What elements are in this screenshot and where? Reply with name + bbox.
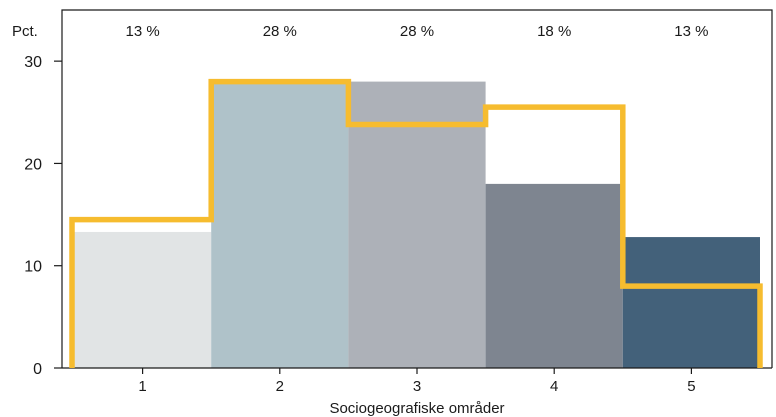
x-tick-label-5: 5 — [687, 378, 695, 395]
y-tick-label-10: 10 — [24, 259, 42, 276]
x-tick-label-2: 2 — [276, 378, 284, 395]
bar-5 — [622, 237, 760, 368]
top-label-2: 28 % — [263, 23, 297, 40]
x-axis-title: Sociogeografiske områder — [329, 400, 504, 417]
y-tick-label-0: 0 — [33, 361, 42, 378]
x-tick-label-1: 1 — [138, 378, 146, 395]
x-tick-label-3: 3 — [413, 378, 421, 395]
y-tick-label-30: 30 — [24, 54, 42, 71]
bar-3 — [348, 81, 486, 368]
axes-group — [54, 9, 773, 374]
step-line-group — [69, 78, 763, 368]
step-line — [69, 78, 763, 368]
bars-group — [74, 81, 760, 368]
top-label-1: 13 % — [125, 23, 159, 40]
y-tick-label-20: 20 — [24, 156, 42, 173]
y-unit-label: Pct. — [12, 23, 38, 40]
top-label-5: 13 % — [674, 23, 708, 40]
bar-1 — [74, 231, 212, 368]
labels-group: 0 10 20 30 Pct. 1 13 % 2 28 % 3 28 % 4 18 % 5 13 % Soci… — [12, 23, 709, 417]
top-label-3: 28 % — [400, 23, 434, 40]
plot-frame — [61, 9, 773, 368]
bar-4 — [485, 183, 623, 368]
top-label-4: 18 % — [537, 23, 571, 40]
x-tick-label-4: 4 — [550, 378, 558, 395]
bar-2 — [211, 81, 349, 368]
